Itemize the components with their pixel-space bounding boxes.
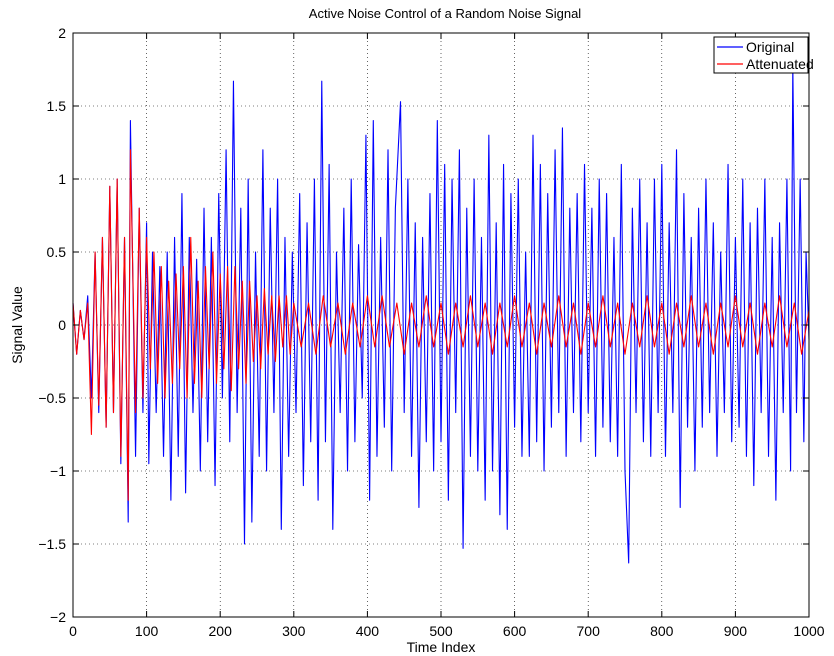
y-tick-label: 2 — [58, 25, 66, 41]
legend-label-original: Original — [746, 39, 794, 55]
x-axis-label: Time Index — [407, 639, 476, 655]
y-tick-label: −1 — [50, 463, 66, 479]
chart-title: Active Noise Control of a Random Noise S… — [309, 6, 582, 21]
y-tick-label: −1.5 — [38, 536, 66, 552]
x-tick-label: 300 — [282, 623, 306, 639]
series-line-original — [72, 64, 810, 564]
y-tick-labels: 2 1.5 1 0.5 0 −0.5 −1 −1.5 −2 — [38, 25, 66, 625]
y-tick-label: 0.5 — [47, 244, 67, 260]
x-tick-label: 0 — [69, 623, 77, 639]
y-tick-label: 0 — [58, 317, 66, 333]
x-tick-label: 900 — [724, 623, 748, 639]
legend-box — [713, 36, 809, 74]
x-tick-label: 200 — [209, 623, 233, 639]
y-tick-label: 1 — [58, 171, 66, 187]
series-line-attenuated — [72, 149, 810, 501]
y-tick-label: 1.5 — [47, 98, 67, 114]
x-tick-label: 800 — [650, 623, 674, 639]
series-layer — [72, 64, 810, 564]
x-tick-label: 400 — [356, 623, 380, 639]
x-tick-label: 100 — [135, 623, 159, 639]
axis-ticks — [72, 32, 810, 618]
y-tick-label: −0.5 — [38, 390, 66, 406]
x-tick-label: 500 — [429, 623, 453, 639]
x-tick-label: 600 — [503, 623, 527, 639]
legend-label-attenuated: Attenuated — [746, 56, 814, 72]
x-tick-label: 1000 — [793, 623, 824, 639]
y-axis-label: Signal Value — [9, 286, 25, 364]
x-tick-label: 700 — [577, 623, 601, 639]
x-tick-labels: 0 100 200 300 400 500 600 700 800 900 1000 — [69, 623, 825, 639]
y-tick-label: −2 — [50, 609, 66, 625]
legend: Original Attenuated — [713, 36, 814, 74]
